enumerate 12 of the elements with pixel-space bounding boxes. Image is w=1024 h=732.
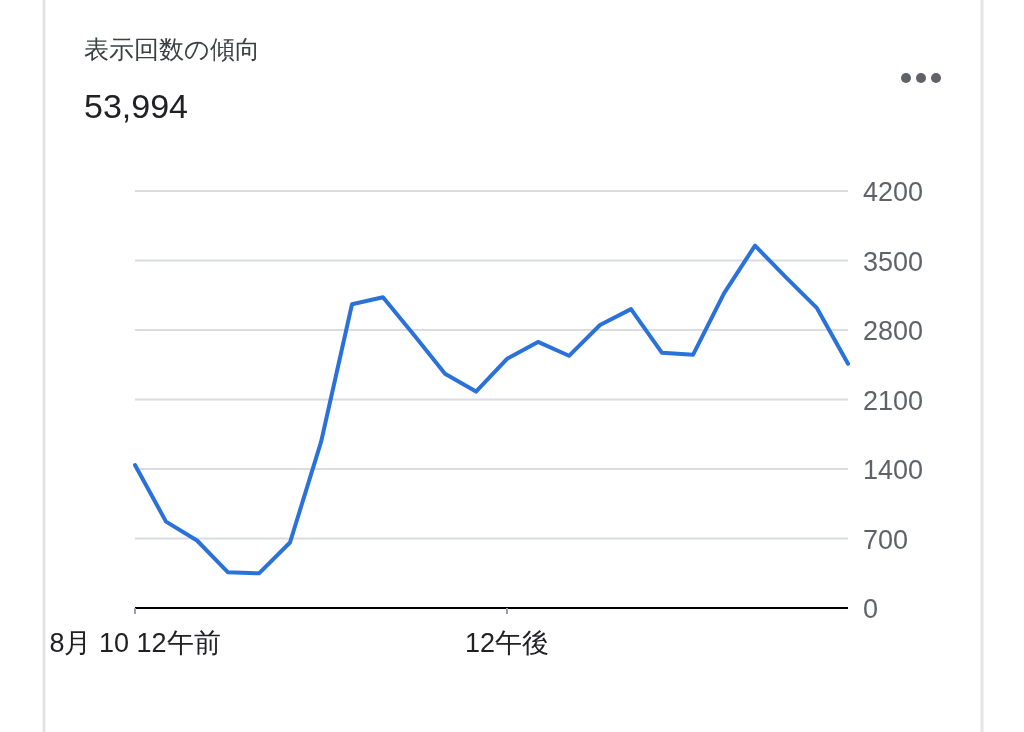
y-tick-label: 0 [863, 594, 879, 624]
line-series [133, 243, 850, 576]
y-tick-label: 2800 [863, 316, 924, 346]
y-tick-label: 2100 [863, 385, 924, 416]
y-tick-label: 700 [863, 524, 909, 555]
y-tick-label: 3500 [863, 246, 924, 277]
y-tick-label: 4200 [863, 177, 924, 207]
x-tick-label: 8月 10 12午前 [49, 628, 221, 658]
y-tick-label: 1400 [863, 455, 924, 485]
x-tick-label: 12午後 [464, 628, 550, 658]
chart-title: 表示回数の傾向 [84, 35, 260, 63]
chart-subtitle: 53,994 [84, 87, 188, 125]
